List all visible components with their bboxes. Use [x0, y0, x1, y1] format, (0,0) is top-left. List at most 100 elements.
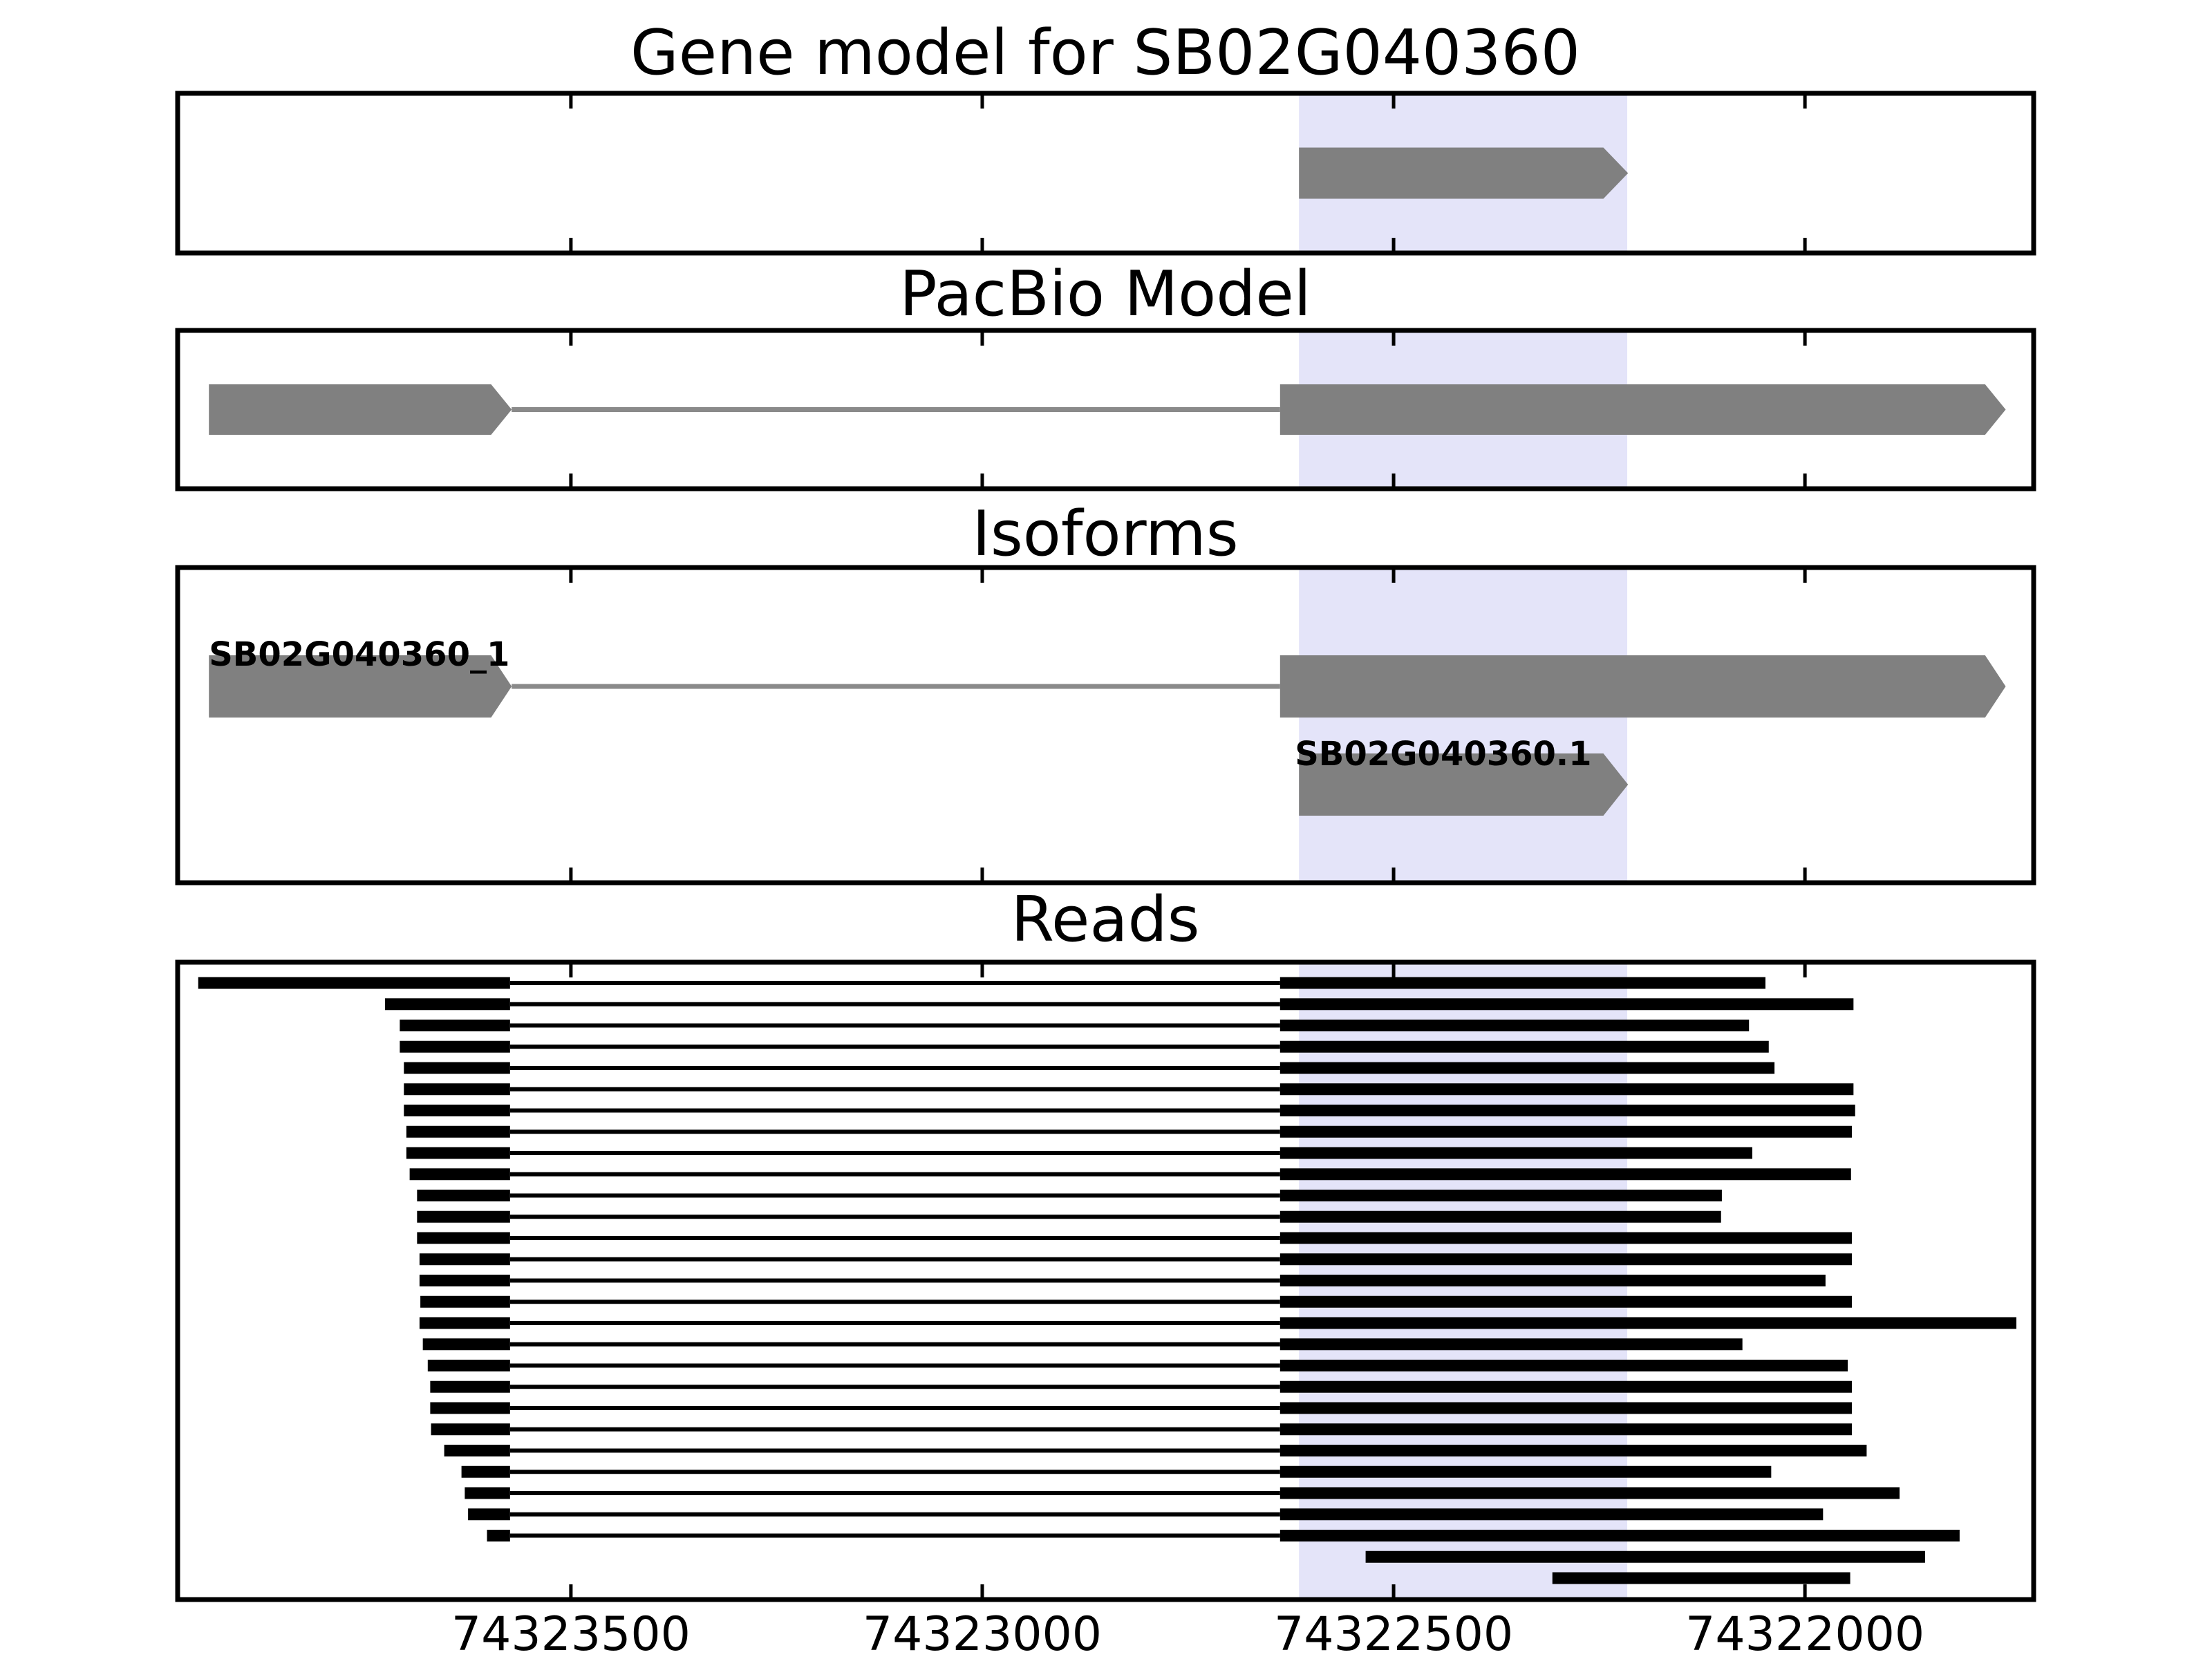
read-intron-line: [509, 1278, 1280, 1283]
pacbio-model-exon2: [1280, 384, 2006, 435]
read-left-exon: [427, 1360, 510, 1371]
x-tick-mark: [1391, 964, 1396, 977]
x-tick-mark: [1803, 964, 1807, 977]
read-right-exon: [1280, 1275, 1826, 1286]
read-left-exon: [404, 1062, 510, 1074]
x-tick-mark: [1803, 332, 1807, 346]
read-left-exon: [400, 1040, 510, 1053]
read-intron-line: [509, 981, 1280, 985]
x-tick-mark: [1391, 332, 1396, 346]
read-right-exon: [1280, 1020, 1750, 1031]
read-left-exon: [430, 1402, 510, 1414]
panel-frame: [175, 959, 2036, 1602]
x-tick-label: 74322500: [1274, 1607, 1513, 1659]
read-intron-line: [509, 1172, 1280, 1177]
read-right-exon: [1280, 1062, 1775, 1074]
x-tick-mark: [1391, 238, 1396, 251]
panel-frame: [175, 565, 2036, 885]
read-right-exon: [1280, 1190, 1722, 1201]
x-tick-mark: [1803, 474, 1807, 487]
x-tick-mark: [980, 964, 984, 977]
read-right-exon: [1280, 1147, 1752, 1159]
read-intron-line: [509, 1470, 1280, 1474]
read-right-exon: [1280, 1423, 1852, 1436]
read-intron-line: [509, 1448, 1280, 1453]
read-left-exon: [461, 1465, 510, 1478]
x-tick-mark: [569, 332, 573, 346]
read-left-exon: [419, 1317, 510, 1329]
read-left-exon: [465, 1487, 510, 1499]
read-intron-line: [509, 1363, 1280, 1368]
x-tick-label: 74323500: [451, 1607, 691, 1659]
read-left-exon: [404, 1105, 510, 1116]
read-left-exon: [406, 1125, 510, 1138]
read-left-exon: [419, 1275, 510, 1286]
read-right-exon: [1280, 1402, 1852, 1414]
read-intron-line: [509, 1044, 1280, 1049]
read-right-exon: [1280, 1125, 1852, 1138]
read-intron-line: [509, 1087, 1280, 1091]
read-intron-line: [509, 1385, 1280, 1389]
isoform1-exon2: [1280, 655, 2006, 718]
read-right-exon: [1280, 1232, 1852, 1244]
read-intron-line: [509, 1427, 1280, 1432]
x-tick-mark: [569, 964, 573, 977]
read-single-exon: [1552, 1572, 1850, 1584]
read-left-exon: [419, 1253, 510, 1266]
read-right-exon: [1280, 1445, 1867, 1456]
read-left-exon: [431, 1423, 510, 1436]
read-left-exon: [444, 1445, 510, 1456]
read-intron-line: [509, 1002, 1280, 1006]
read-right-exon: [1280, 1530, 1960, 1541]
isoform1-exon1: [209, 655, 512, 718]
x-tick-mark: [1391, 1584, 1396, 1597]
x-tick-mark: [1391, 474, 1396, 487]
read-left-exon: [430, 1380, 510, 1393]
read-intron-line: [509, 1321, 1280, 1325]
x-tick-mark: [980, 332, 984, 346]
x-tick-mark: [980, 95, 984, 109]
panel-background: [178, 93, 2034, 253]
read-intron-line: [509, 1491, 1280, 1495]
x-tick-mark: [1803, 238, 1807, 251]
read-right-exon: [1280, 1040, 1769, 1053]
isoform-label: SB02G040360_1: [209, 635, 509, 674]
read-left-exon: [384, 998, 510, 1011]
read-right-exon: [1280, 1253, 1852, 1266]
read-right-exon: [1280, 1508, 1824, 1521]
x-tick-mark: [980, 868, 984, 881]
read-left-exon: [420, 1295, 510, 1308]
x-tick-mark: [569, 238, 573, 251]
read-left-exon: [406, 1147, 510, 1159]
read-intron-line: [509, 1215, 1280, 1219]
read-right-exon: [1280, 1083, 1854, 1096]
read-right-exon: [1280, 1317, 2017, 1329]
read-left-exon: [404, 1083, 510, 1096]
read-intron-line: [509, 1236, 1280, 1240]
x-tick-mark: [569, 474, 573, 487]
read-intron-line: [509, 1300, 1280, 1304]
read-left-exon: [422, 1338, 510, 1351]
x-tick-mark: [1391, 570, 1396, 583]
read-intron-line: [509, 1342, 1280, 1347]
read-left-exon: [198, 977, 510, 989]
x-tick-mark: [980, 1584, 984, 1597]
read-intron-line: [509, 1512, 1280, 1517]
x-tick-mark: [1803, 868, 1807, 881]
x-tick-mark: [569, 95, 573, 109]
read-right-exon: [1280, 1105, 1855, 1116]
x-tick-mark: [1391, 868, 1396, 881]
read-right-exon: [1280, 1360, 1848, 1371]
read-right-exon: [1280, 1168, 1851, 1181]
x-tick-label: 74322000: [1685, 1607, 1924, 1659]
x-tick-mark: [1391, 95, 1396, 109]
read-left-exon: [417, 1232, 510, 1244]
isoform1-intron: [512, 684, 1280, 689]
x-tick-mark: [1803, 95, 1807, 109]
read-left-exon: [417, 1190, 510, 1201]
x-tick-mark: [569, 868, 573, 881]
plot-shapes-layer: SB02G040360_1 SB02G040360.1: [175, 91, 2036, 1602]
panel-frame: [175, 328, 2036, 491]
isoform-label: SB02G040360.1: [1295, 735, 1591, 774]
